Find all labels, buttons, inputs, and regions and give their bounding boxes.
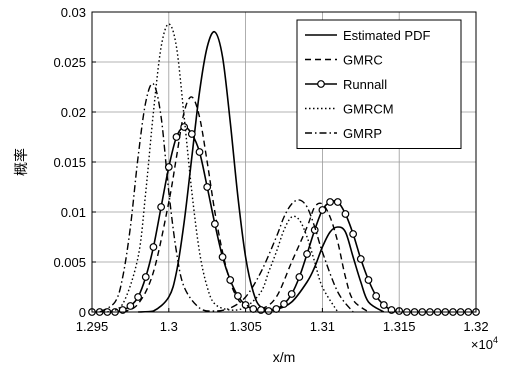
series-point — [157, 203, 166, 211]
y-tick-label: 0.005 — [53, 255, 86, 270]
x-tick-label: 1.305 — [229, 319, 262, 334]
x-tick-label: 1.295 — [76, 319, 109, 334]
series-estimated-pdf — [138, 30, 385, 313]
legend-entry: GMRC — [305, 53, 383, 68]
series-point — [264, 307, 273, 315]
series-point — [149, 243, 158, 251]
series-point — [226, 276, 235, 284]
series-line — [99, 82, 354, 313]
series-point — [134, 293, 142, 301]
series-point — [333, 198, 342, 206]
x-tick-label: 1.3 — [160, 319, 178, 334]
y-tick-label: 0.015 — [53, 155, 86, 170]
series-runnall — [88, 123, 480, 316]
legend-label: GMRP — [343, 126, 382, 141]
y-tick-label: 0 — [79, 305, 86, 320]
series-point — [364, 276, 373, 284]
series-point — [349, 230, 358, 238]
series-point — [249, 305, 258, 313]
series-point — [272, 305, 281, 313]
x-axis-label: x/m — [273, 349, 296, 365]
legend-entry: Estimated PDF — [305, 28, 430, 43]
series-point — [195, 148, 204, 156]
legend: Estimated PDF GMRC Runnall GMRCM GMRP — [296, 19, 462, 149]
legend-marker — [317, 80, 325, 88]
series-point — [280, 300, 288, 308]
series-point — [180, 123, 189, 131]
legend-label: Runnall — [343, 77, 387, 92]
series-line — [138, 30, 385, 313]
series-layer — [88, 23, 480, 316]
series-point — [187, 130, 196, 138]
x-tick-label: 1.315 — [383, 319, 416, 334]
series-point — [356, 255, 365, 263]
series-gmrp — [99, 82, 354, 313]
legend-entry: Runnall — [305, 77, 387, 92]
x-tick-label: 1.31 — [310, 319, 335, 334]
legend-label: GMRCM — [343, 102, 394, 117]
x-tick-label: 1.32 — [463, 319, 488, 334]
series-point — [303, 250, 311, 258]
x-axis-exponent-label: ×104 — [471, 335, 498, 352]
legend-label: GMRC — [343, 53, 383, 68]
axis-ticks: 1.295 1.3 1.305 1.31 1.315 1.32 0 0.005 0.01 0.01… — [53, 5, 488, 334]
series-point — [210, 220, 219, 228]
y-tick-label: 0.01 — [61, 205, 86, 220]
series-point — [203, 183, 212, 191]
series-point — [287, 290, 296, 298]
series-point — [218, 253, 227, 261]
series-point — [295, 273, 304, 281]
y-tick-label: 0.03 — [61, 5, 86, 20]
series-point — [234, 292, 242, 300]
series-point — [141, 273, 150, 281]
legend-entry: GMRCM — [305, 102, 394, 117]
y-tick-label: 0.025 — [53, 55, 86, 70]
series-point — [379, 301, 388, 309]
legend-label: Estimated PDF — [343, 28, 430, 43]
series-point — [172, 133, 181, 141]
series-point — [126, 302, 135, 310]
series-point — [326, 198, 334, 206]
series-point — [318, 206, 327, 214]
series-point — [341, 210, 350, 218]
y-axis-label: 概率 — [13, 148, 29, 176]
x-axis-exponent: 4 — [493, 335, 498, 345]
legend-entry: GMRP — [305, 126, 382, 141]
series-point — [372, 292, 381, 300]
series-point — [164, 163, 173, 171]
y-tick-label: 0.02 — [61, 105, 86, 120]
